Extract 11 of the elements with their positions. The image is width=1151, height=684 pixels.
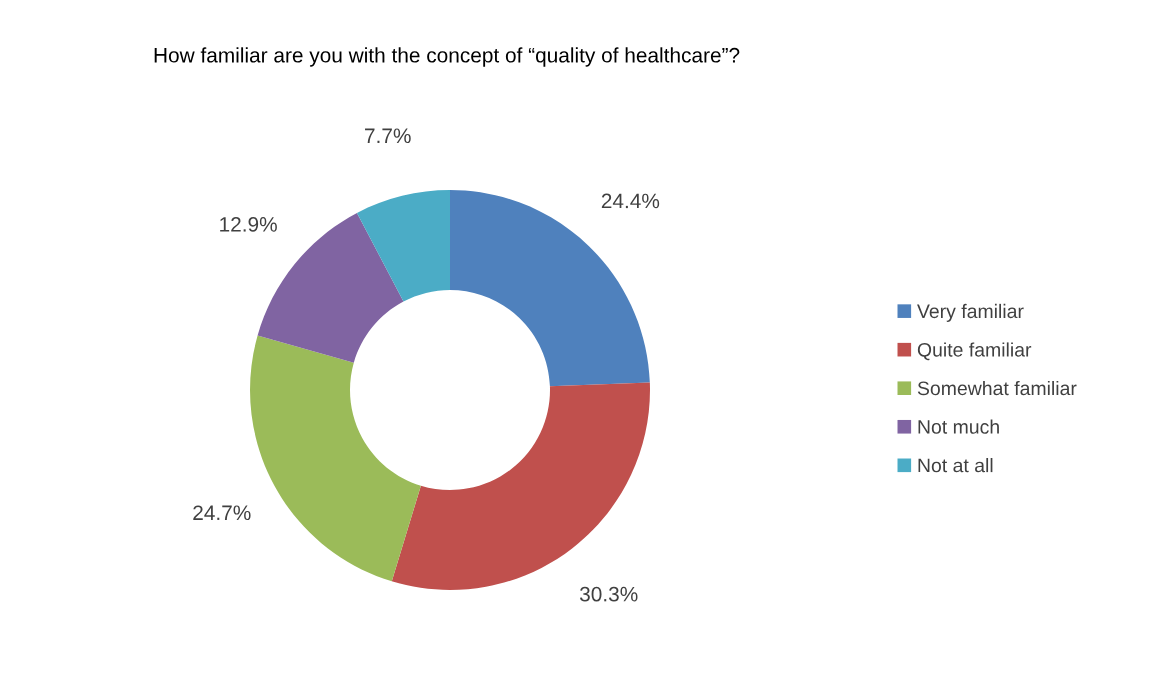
- data-label: 30.3%: [579, 586, 638, 602]
- legend-label: Not much: [918, 419, 999, 434]
- data-label: 7.7%: [365, 128, 411, 144]
- data-label: 24.7%: [193, 505, 251, 521]
- chart-title: How familiar are you with the concept of “quality of healthcare”?: [154, 47, 740, 67]
- legend-label: Not at all: [918, 458, 993, 473]
- legend-label: Quite familiar: [917, 342, 1032, 361]
- data-label: 24.4%: [601, 193, 660, 209]
- legend-label: Somewhat familiar: [917, 380, 1077, 396]
- legend-label: Very familiar: [917, 303, 1024, 322]
- data-label: 12.9%: [220, 217, 277, 232]
